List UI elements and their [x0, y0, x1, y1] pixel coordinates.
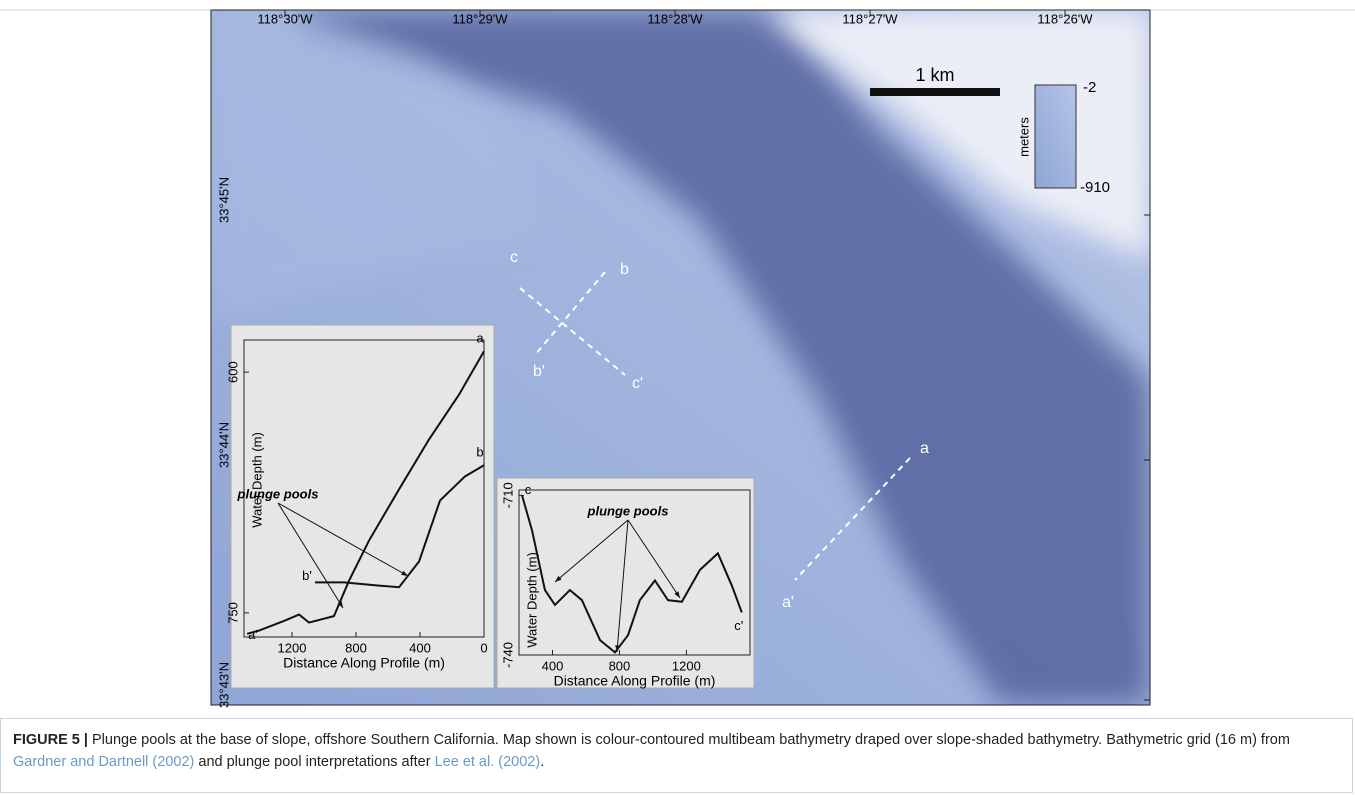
profile-label: c — [510, 249, 518, 266]
profile-label: b' — [533, 363, 545, 380]
curve-end-label: c — [525, 482, 532, 497]
annotation: plunge pools — [237, 486, 319, 501]
profile-label: a' — [782, 594, 794, 611]
x-tick-label: 1200 — [278, 640, 307, 655]
latitude-label: 33°45'N — [216, 177, 231, 223]
caption-label: FIGURE 5 | — [13, 732, 88, 748]
curve-end-label: b — [476, 445, 483, 460]
y-tick-label: 600 — [225, 361, 240, 383]
caption: FIGURE 5 | Plunge pools at the base of s… — [0, 718, 1353, 793]
x-tick-label: 400 — [409, 640, 431, 655]
inset-panel — [231, 325, 494, 688]
x-tick-label: 400 — [542, 658, 564, 673]
x-tick-label: 800 — [345, 640, 367, 655]
y-tick-label: 750 — [225, 602, 240, 624]
colorbar-title: meters — [1016, 117, 1031, 157]
x-axis-label: Distance Along Profile (m) — [283, 655, 445, 671]
profile-label: b — [620, 261, 629, 278]
scale-bar — [870, 88, 1000, 96]
annotation: plunge pools — [587, 503, 669, 518]
reference-link[interactable]: Lee et al. (2002) — [435, 754, 541, 770]
latitude-label: 33°43'N — [216, 662, 231, 708]
x-tick-label: 800 — [609, 658, 631, 673]
reference-link[interactable]: Gardner and Dartnell (2002) — [13, 754, 194, 770]
figure: 1 km meters -2 -910 c b b' c' a a' 1200 8… — [0, 0, 1355, 712]
caption-text: and plunge pool interpretations after — [194, 754, 434, 770]
page: 1 km meters -2 -910 c b b' c' a a' 1200 8… — [0, 0, 1355, 795]
latitude-label: 33°44'N — [216, 422, 231, 468]
colorbar-min: -910 — [1080, 179, 1110, 196]
scale-label: 1 km — [915, 65, 954, 85]
caption-text: . — [540, 754, 544, 770]
caption-text: Plunge pools at the base of slope, offsh… — [88, 732, 1290, 748]
x-tick-label: 1200 — [672, 658, 701, 673]
colorbar-max: -2 — [1083, 79, 1096, 96]
curve-end-label: c' — [734, 618, 743, 633]
colorbar — [1035, 85, 1076, 188]
x-axis-label: Distance Along Profile (m) — [554, 673, 716, 689]
x-tick-label: 0 — [480, 640, 487, 655]
y-tick-label: -710 — [500, 482, 515, 508]
curve-end-label: a — [476, 331, 484, 346]
curve-end-label: b' — [302, 568, 312, 583]
y-tick-label: -740 — [500, 642, 515, 668]
y-axis-label: Water Depth (m) — [249, 432, 264, 528]
y-axis-label: Water Depth (m) — [524, 552, 539, 648]
profile-label: c' — [632, 375, 643, 392]
profile-label: a — [920, 440, 929, 457]
curve-end-label: a' — [248, 627, 258, 642]
